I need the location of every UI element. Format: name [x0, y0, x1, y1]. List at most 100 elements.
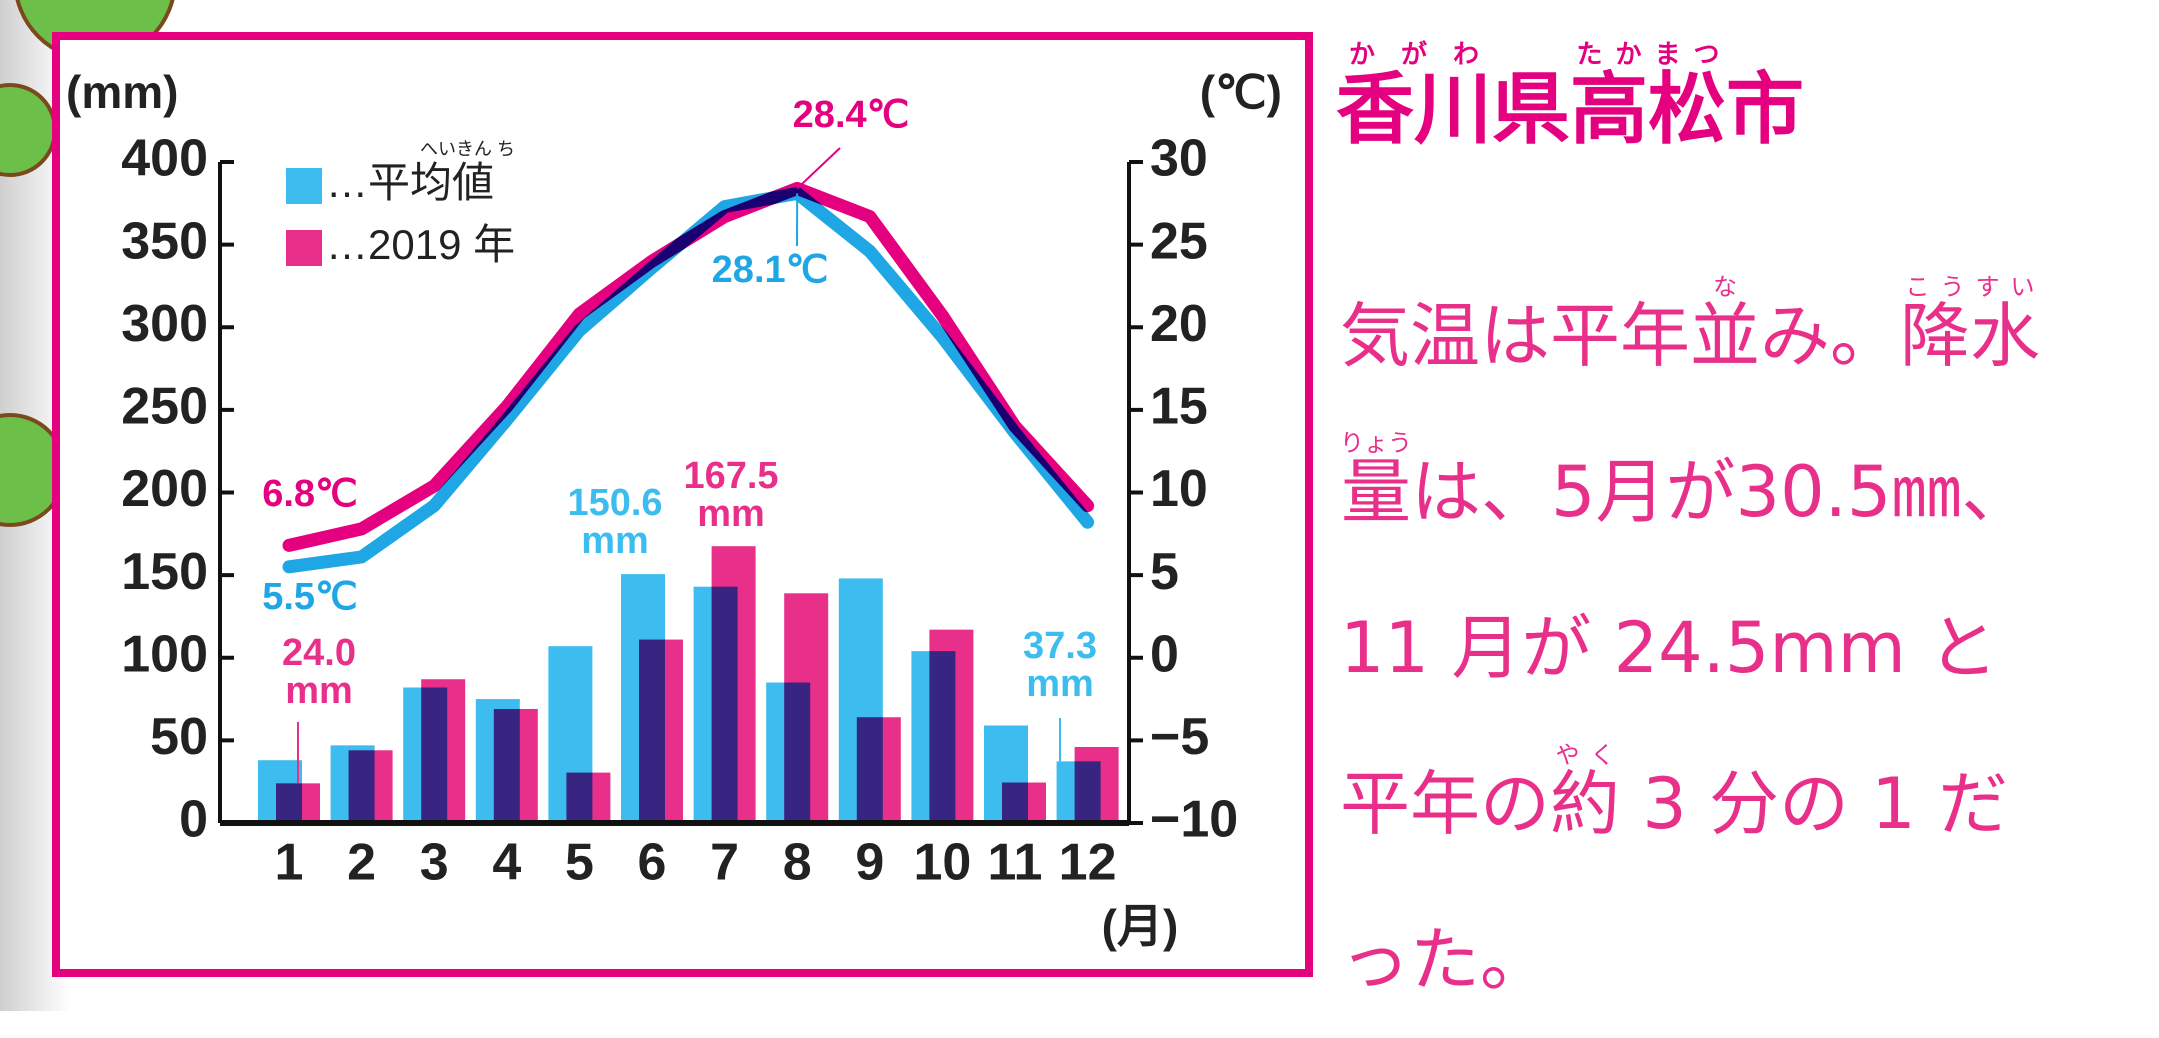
value-label-line: 6.8℃: [262, 473, 358, 515]
y2-tick-label: −10: [1150, 791, 1238, 849]
bar: [276, 783, 320, 823]
value-label: 5.5℃: [262, 576, 358, 618]
y-tick-label: 0: [179, 791, 208, 849]
y-tick-label: 50: [150, 708, 208, 766]
ruby-base: 高松: [1570, 65, 1726, 155]
ruby-text: かがわ: [1336, 40, 1492, 70]
body-line: 11 月が 24.5mm と: [1340, 570, 2040, 726]
bar: [857, 717, 901, 823]
x-tick-label: 3: [420, 834, 449, 892]
legend-ruby: へいきん ち: [420, 139, 515, 159]
y2-tick-label: 10: [1150, 460, 1208, 518]
value-label-line: 167.5: [683, 455, 778, 497]
y2-tick-label: −5: [1150, 708, 1209, 766]
ruby-text: こうすい: [1900, 273, 2040, 301]
body-line: った。: [1340, 882, 2040, 1038]
bar: [566, 773, 610, 823]
text: 3 分の 1 だ: [1620, 763, 2008, 845]
y-tick-label: 400: [121, 130, 208, 188]
value-label: 6.8℃: [262, 473, 358, 515]
y-tick-label: 300: [121, 295, 208, 353]
ruby-text: たかまつ: [1570, 40, 1726, 70]
y2-tick-label: 30: [1150, 130, 1208, 188]
chart-frame: [56, 36, 1309, 973]
value-label-line: 37.3: [1023, 625, 1097, 667]
x-tick-label: 7: [710, 834, 739, 892]
x-tick-label: 9: [855, 834, 884, 892]
bar: [929, 630, 973, 823]
ruby-text: りょう: [1340, 429, 1412, 457]
text: 平年の: [1340, 763, 1550, 845]
value-label-line: mm: [1026, 663, 1094, 705]
bar: [712, 546, 756, 823]
value-label-line: 150.6: [567, 482, 662, 524]
x-tick-label: 2: [347, 834, 376, 892]
ruby: 降水こうすい: [1900, 295, 2040, 377]
ruby: 香川かがわ: [1336, 65, 1492, 155]
y-unit: (mm): [66, 66, 178, 118]
bar: [1002, 783, 1046, 823]
legend-swatch: [286, 230, 322, 266]
x-tick-label: 6: [638, 834, 667, 892]
y-tick-label: 100: [121, 625, 208, 683]
x-tick-label: 1: [275, 834, 304, 892]
text: 11 月が 24.5mm と: [1340, 607, 1998, 689]
y2-tick-label: 5: [1150, 543, 1179, 601]
text: 市: [1726, 65, 1804, 155]
ruby-text: な: [1690, 273, 1760, 301]
text: 県: [1492, 65, 1570, 155]
legend-label: …平均値: [326, 159, 494, 206]
body-line: 平年の約やく 3 分の 1 だ: [1340, 726, 2040, 882]
value-label-line: mm: [285, 670, 353, 712]
x-tick-label: 5: [565, 834, 594, 892]
x-tick-label: 11: [988, 834, 1043, 892]
legend-label: …2019 年: [326, 221, 515, 268]
x-tick-label: 8: [783, 834, 812, 892]
ruby: 高松たかまつ: [1570, 65, 1726, 155]
bar: [1075, 747, 1119, 823]
value-label-line: mm: [697, 493, 765, 535]
text: み。: [1760, 295, 1900, 377]
bar: [639, 640, 683, 823]
bar: [421, 679, 465, 823]
y2-unit: (℃): [1200, 66, 1282, 118]
x-tick-label: 4: [492, 834, 521, 892]
value-label-line: 24.0: [282, 632, 356, 674]
bar: [349, 750, 393, 823]
ruby: 約やく: [1550, 763, 1620, 845]
x-tick-label: 10: [913, 834, 971, 892]
ruby-base: 量: [1340, 451, 1412, 533]
bar: [494, 709, 538, 823]
ruby-base: 降水: [1900, 295, 2040, 377]
ruby: 並な: [1690, 295, 1760, 377]
y2-tick-label: 25: [1150, 212, 1208, 270]
bar: [784, 593, 828, 823]
x-unit: (月): [1102, 900, 1179, 952]
y2-tick-label: 0: [1150, 625, 1179, 683]
ruby: 量りょう: [1340, 451, 1411, 533]
value-label-line: 28.1℃: [712, 249, 829, 291]
value-label-line: mm: [581, 520, 649, 562]
article-body: 気温は平年並なみ。降水こうすい量りょうは、5月が30.5㎜、 11 月が 24.5…: [1340, 258, 2040, 1038]
y2-tick-label: 20: [1150, 295, 1208, 353]
x-tick-label: 12: [1059, 834, 1117, 892]
body-line: 量りょうは、5月が30.5㎜、: [1340, 414, 2040, 570]
y-tick-label: 200: [121, 460, 208, 518]
ruby-base: 約: [1550, 763, 1620, 845]
y-tick-label: 350: [121, 212, 208, 270]
ruby-base: 香川: [1336, 65, 1492, 155]
text: 気温は平年: [1340, 295, 1690, 377]
y-tick-label: 250: [121, 378, 208, 436]
text: は、5月が30.5㎜、: [1411, 451, 2031, 533]
y2-tick-label: 15: [1150, 378, 1208, 436]
value-label-line: 28.4℃: [793, 94, 910, 136]
value-label: 28.1℃: [712, 249, 829, 291]
legend-swatch: [286, 168, 322, 204]
value-label: 28.4℃: [793, 94, 910, 136]
text: った。: [1340, 919, 1550, 1001]
